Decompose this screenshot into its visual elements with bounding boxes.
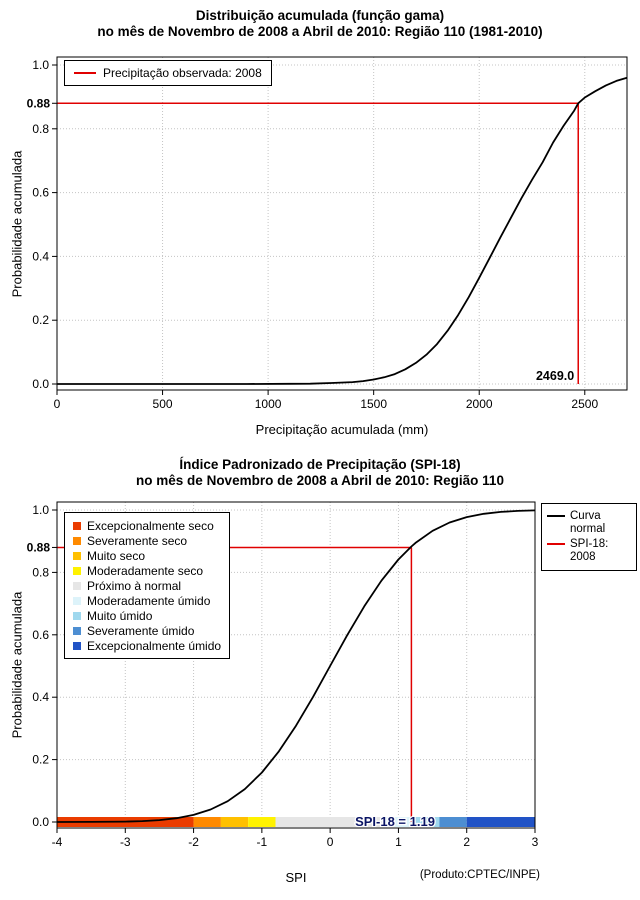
y-tick-label: 0.6: [32, 628, 49, 642]
observed-value-label: 2469.0: [536, 369, 574, 383]
category-label: Muito úmido: [87, 608, 153, 623]
curve-legend-swatch: [547, 515, 565, 517]
chart1-title-line2: no mês de Novembro de 2008 a Abril de 20…: [97, 24, 543, 39]
spi-categories-legend: Excepcionalmente seco Severamente seco M…: [64, 512, 231, 659]
y-tick-label: 0.8: [32, 565, 49, 579]
spi-category-bar-segment: [412, 817, 440, 827]
legend-item-proximo-a-normal: Próximo à normal: [73, 578, 221, 593]
special-y-tick-label: 0.88: [27, 540, 51, 554]
category-swatch: [73, 551, 81, 560]
category-swatch: [73, 611, 81, 620]
curves-legend: Curva normal SPI-18: 2008: [541, 503, 637, 571]
category-swatch: [73, 536, 81, 545]
red-line-swatch: [74, 72, 96, 74]
chart2-title-line2: no mês de Novembro de 2008 a Abril de 20…: [136, 473, 504, 488]
legend-item-curva-normal: Curva normal: [547, 510, 631, 536]
chart1-title-line1: Distribuição acumulada (função gama): [195, 8, 445, 23]
observed-precip-legend-label: Precipitação observada: 2008: [103, 66, 262, 80]
chart2-title-line1: Índice Padronizado de Precipitação (SPI-…: [179, 457, 461, 472]
spi-category-bar-segment: [384, 817, 413, 827]
x-tick-label: 1: [395, 835, 402, 849]
x-axis-label: SPI: [286, 870, 307, 885]
x-tick-label: 3: [532, 835, 539, 849]
y-tick-label: 0.2: [32, 313, 49, 327]
spi-cdf-plot: -4 -3 -2 -1 0 1 2 3 0.0 0.2 0.4 0.6 0.8 1.0 0.88 SPI-18…: [27, 501, 540, 885]
chart2-y-axis-label: Probabilidade acumulada: [9, 591, 25, 739]
category-swatch: [73, 641, 81, 650]
x-tick-label: 500: [153, 397, 173, 411]
normal-cdf-curve: [56, 509, 536, 823]
category-label: Muito seco: [87, 548, 146, 563]
y-tick-label: 0.8: [32, 122, 49, 136]
curve-legend-label: Curva normal: [570, 510, 606, 535]
legend-item-muito-umido: Muito úmido: [73, 608, 221, 623]
spi-category-bar-segment: [275, 817, 385, 827]
x-tick-label: -4: [52, 835, 63, 849]
category-label: Moderadamente seco: [87, 563, 204, 578]
category-swatch: [73, 521, 81, 530]
y-tick-label: 0.6: [32, 186, 49, 200]
x-tick-label: 0: [327, 835, 334, 849]
spi-category-bar-segment: [193, 817, 221, 827]
curve-legend-label: SPI-18: 2008: [570, 538, 609, 563]
category-label: Moderadamente úmido: [87, 593, 211, 608]
legend-item-moderadamente-seco: Moderadamente seco: [73, 563, 221, 578]
legend-item-moderadamente-umido: Moderadamente úmido: [73, 593, 221, 608]
category-swatch: [73, 581, 81, 590]
y-tick-label: 0.4: [32, 690, 49, 704]
y-tick-label: 0.4: [32, 249, 49, 263]
spi-cdf-chart: -4 -3 -2 -1 0 1 2 3 0.0 0.2 0.4 0.6 0.8 1.0 0.88 SPI-18…: [0, 452, 640, 900]
y-tick-label: 0.2: [32, 753, 49, 767]
plot-border: [56, 501, 536, 829]
legend-item-excepcionalmente-umido: Excepcionalmente úmido: [73, 638, 221, 653]
category-label: Excepcionalmente seco: [87, 518, 214, 533]
category-label: Severamente seco: [87, 533, 188, 548]
spi-value-annotation: SPI-18 = 1.19: [355, 814, 435, 829]
category-swatch: [73, 566, 81, 575]
category-label: Excepcionalmente úmido: [87, 638, 222, 653]
observed-precip-legend: Precipitação observada: 2008: [64, 60, 272, 86]
gamma-cdf-curve: [57, 76, 628, 385]
x-tick-label: 2500: [571, 397, 598, 411]
x-tick-label: -1: [257, 835, 268, 849]
curve-legend-swatch: [547, 543, 565, 545]
chart1-title: Distribuição acumulada (função gama) no …: [0, 8, 640, 40]
y-tick-label: 1.0: [32, 503, 49, 517]
x-tick-label: 1000: [255, 397, 282, 411]
plot-border: [56, 56, 628, 391]
x-tick-label: 2000: [466, 397, 493, 411]
x-tick-label: 2: [463, 835, 470, 849]
spi-category-bar-segment: [466, 817, 535, 827]
x-axis-label: Precipitação acumulada (mm): [256, 422, 429, 437]
precipitation-cdf-plot: 0 500 1000 1500 2000 2500 0.0 0.2 0.4 0.6 0.8 1.0 0.…: [27, 56, 628, 437]
legend-item-severamente-seco: Severamente seco: [73, 533, 221, 548]
chart1-y-axis-label: Probabilidade acumulada: [9, 150, 25, 298]
y-tick-label: 1.0: [32, 58, 49, 72]
chart2-title: Índice Padronizado de Precipitação (SPI-…: [0, 457, 640, 489]
category-swatch: [73, 596, 81, 605]
legend-item-excepcionalmente-seco: Excepcionalmente seco: [73, 518, 221, 533]
legend-item-severamente-umido: Severamente úmido: [73, 623, 221, 638]
legend-item-spi18-2008: SPI-18: 2008: [547, 538, 631, 564]
category-label: Severamente úmido: [87, 623, 195, 638]
x-tick-label: 1500: [360, 397, 387, 411]
x-tick-label: -3: [120, 835, 131, 849]
y-tick-label: 0.0: [32, 377, 49, 391]
special-y-tick-label: 0.88: [27, 96, 51, 110]
product-credit: (Produto:CPTEC/INPE): [420, 869, 540, 881]
spi-category-bar-segment: [439, 817, 467, 827]
legend-item-muito-seco: Muito seco: [73, 548, 221, 563]
x-tick-label: -2: [188, 835, 199, 849]
gamma-cdf-chart: 0 500 1000 1500 2000 2500 0.0 0.2 0.4 0.6 0.8 1.0 0.…: [0, 8, 640, 437]
category-swatch: [73, 626, 81, 635]
category-label: Próximo à normal: [87, 578, 182, 593]
x-tick-label: 0: [54, 397, 61, 411]
spi-category-bar-segment: [248, 817, 276, 827]
y-tick-label: 0.0: [32, 815, 49, 829]
spi-category-bar-segment: [220, 817, 249, 827]
